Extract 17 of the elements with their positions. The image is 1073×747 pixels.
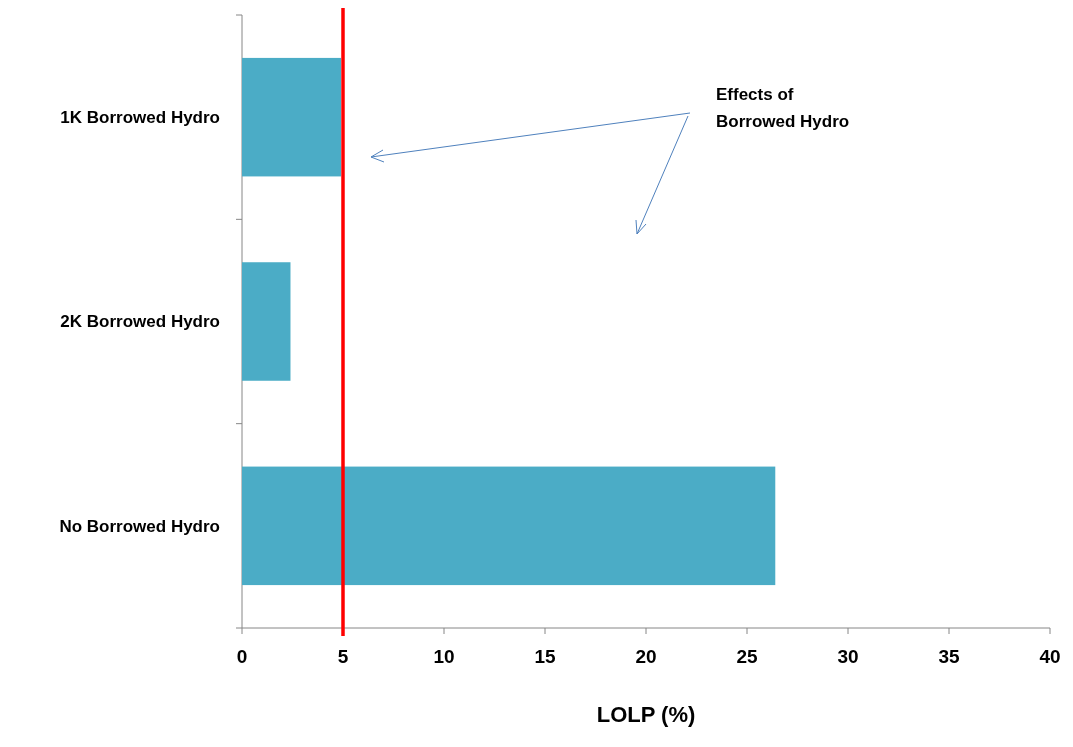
x-tick-label: 25 bbox=[736, 645, 758, 667]
x-tick-label: 20 bbox=[635, 645, 657, 667]
y-tick-label: 1K Borrowed Hydro bbox=[60, 108, 220, 128]
x-tick-label: 0 bbox=[236, 645, 248, 667]
x-tick-label: 5 bbox=[337, 645, 349, 667]
x-tick-label: 15 bbox=[534, 645, 556, 667]
y-tick-label: 2K Borrowed Hydro bbox=[60, 312, 220, 332]
annotation: Effects of Borrowed Hydro bbox=[716, 85, 850, 131]
x-tick-label: 30 bbox=[837, 645, 859, 667]
x-axis-title: LOLP (%) bbox=[596, 702, 696, 727]
bar bbox=[242, 466, 776, 586]
x-tick-label: 40 bbox=[1039, 645, 1061, 667]
bar bbox=[242, 262, 291, 381]
bar bbox=[242, 57, 341, 177]
y-tick-label: No Borrowed Hydro bbox=[59, 516, 220, 536]
x-tick-label: 35 bbox=[938, 645, 960, 667]
x-tick-label: 10 bbox=[433, 645, 455, 667]
